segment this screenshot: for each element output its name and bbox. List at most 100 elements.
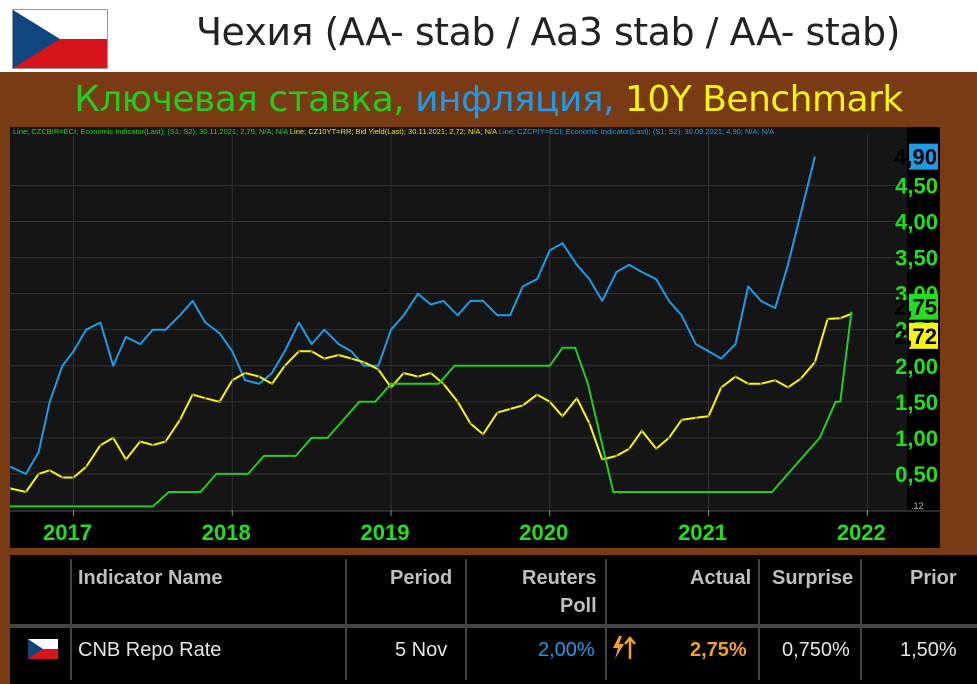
y-tick-label: 0,50 bbox=[895, 462, 938, 487]
data-point-bond bbox=[138, 440, 142, 443]
last-value-tag-bond bbox=[909, 322, 938, 349]
data-point-bond bbox=[694, 416, 698, 419]
x-tick-label: 2018 bbox=[202, 520, 251, 545]
row-actual: 2,75% bbox=[690, 639, 747, 661]
data-point-bond bbox=[191, 393, 194, 396]
series-line-inflation bbox=[9, 156, 816, 475]
legend-bond: Line; CZ10YT=RR; Bid Yield(Last); 30.11.… bbox=[290, 127, 499, 136]
series-line-rate bbox=[10, 311, 853, 508]
x-tick-label: 2022 bbox=[837, 520, 886, 545]
data-point-bond bbox=[456, 400, 459, 404]
subtitle-rate: Ключевая ставка, bbox=[74, 79, 405, 120]
data-point-bond bbox=[258, 375, 261, 378]
data-point-bond bbox=[99, 443, 102, 447]
x-tick-label: 2020 bbox=[519, 520, 568, 545]
y-tick-label: 1,50 bbox=[895, 390, 938, 415]
row-flag-icon bbox=[28, 639, 58, 659]
last-value-label-bond: 2,72 bbox=[894, 324, 937, 349]
data-point-bond bbox=[178, 418, 182, 422]
y-tick-label: 3,50 bbox=[895, 246, 938, 271]
data-point-bond bbox=[323, 357, 326, 360]
data-point-bond bbox=[429, 371, 432, 375]
data-point-bond bbox=[442, 382, 445, 385]
data-point-bond bbox=[362, 360, 366, 364]
data-point-bond bbox=[377, 368, 380, 371]
y-tick-label: 2,00 bbox=[895, 354, 938, 379]
data-point-bond bbox=[310, 350, 313, 353]
data-point-bond bbox=[204, 397, 207, 400]
row-indicator-name: CNB Repo Rate bbox=[78, 639, 222, 661]
data-point-bond bbox=[297, 350, 301, 353]
data-point-bond bbox=[337, 353, 340, 357]
table-divider bbox=[605, 559, 607, 680]
chart-subtitle: Ключевая ставка, инфляция, 10Y Benchmark bbox=[0, 74, 977, 126]
header-actual: Actual bbox=[690, 567, 752, 589]
data-point-bond bbox=[61, 476, 64, 479]
last-value-tag-rate bbox=[909, 293, 938, 320]
data-point-bond bbox=[270, 382, 274, 385]
subtitle-inflation: инфляция, bbox=[404, 79, 615, 120]
table-row-divider bbox=[10, 624, 977, 628]
data-point-bond bbox=[8, 487, 12, 490]
data-point-bond bbox=[680, 418, 683, 422]
row-surprise: 0,750% bbox=[782, 639, 850, 661]
data-point-bond bbox=[548, 400, 551, 404]
data-point-bond bbox=[231, 378, 234, 382]
legend-rate: Line; CZCBIR=ECI; Economic Indicator(Las… bbox=[13, 127, 290, 136]
data-point-bond bbox=[243, 371, 247, 375]
data-point-bond bbox=[720, 386, 723, 389]
row-prior: 1,50% bbox=[900, 639, 957, 661]
data-point-bond bbox=[218, 400, 221, 404]
data-point-bond bbox=[707, 415, 710, 418]
data-point-bond bbox=[654, 447, 658, 450]
data-point-bond bbox=[667, 436, 671, 440]
legend-text: Line; CZCBIR=ECI; Economic Indicator(Las… bbox=[13, 127, 774, 136]
table-divider bbox=[465, 559, 467, 680]
row-poll: 2,00% bbox=[538, 639, 595, 661]
data-point-bond bbox=[164, 440, 167, 443]
data-point-bond bbox=[627, 447, 631, 450]
y-tick-label: 4,50 bbox=[895, 173, 938, 198]
x-tick-label: 2019 bbox=[361, 520, 410, 545]
data-point-bond bbox=[759, 382, 763, 385]
data-point-bond bbox=[350, 357, 353, 360]
data-point-bond bbox=[521, 404, 524, 407]
header-poll: Poll bbox=[560, 595, 597, 617]
data-point-bond bbox=[734, 375, 737, 378]
data-point-bond bbox=[48, 469, 51, 472]
line-chart: Line; CZCBIR=ECI; Economic Indicator(Las… bbox=[8, 127, 940, 548]
data-point-bond bbox=[37, 472, 40, 476]
plot-background bbox=[10, 127, 907, 510]
data-point-bond bbox=[747, 382, 750, 385]
data-point-bond bbox=[72, 476, 75, 479]
page-title: Чехия (AA- stab / Aa3 stab / AA- stab) bbox=[196, 10, 900, 54]
table-divider bbox=[345, 559, 347, 680]
czech-flag-icon bbox=[12, 9, 108, 69]
data-point-bond bbox=[24, 490, 28, 494]
data-point-bond bbox=[151, 443, 155, 447]
axis-corner-label: .12 bbox=[911, 501, 924, 511]
indicator-table: Indicator Name Period Reuters Poll Actua… bbox=[10, 555, 977, 684]
data-point-bond bbox=[124, 458, 128, 461]
data-point-bond bbox=[402, 371, 405, 375]
header-indicator-name: Indicator Name bbox=[78, 567, 223, 589]
data-point-bond bbox=[416, 375, 420, 378]
data-point-bond bbox=[774, 378, 777, 382]
row-period: 5 Nov bbox=[395, 639, 448, 661]
data-point-bond bbox=[508, 407, 512, 411]
legend-inflation: Line; CZCPIY=ECI; Economic Indicator(Las… bbox=[499, 127, 774, 136]
data-point-bond bbox=[535, 393, 539, 396]
data-point-bond bbox=[640, 429, 644, 432]
data-point-bond bbox=[561, 415, 564, 418]
title-bar: Чехия (AA- stab / Aa3 stab / AA- stab) bbox=[0, 0, 977, 72]
data-point-bond bbox=[283, 364, 286, 367]
data-point-bond bbox=[469, 422, 472, 425]
data-point-bond bbox=[481, 433, 485, 436]
data-point-bond bbox=[588, 422, 591, 425]
data-point-bond bbox=[389, 386, 393, 389]
chart-area: Line; CZCBIR=ECI; Economic Indicator(Las… bbox=[8, 127, 940, 548]
data-point-bond bbox=[111, 436, 115, 440]
data-point-bond bbox=[615, 454, 618, 458]
table-divider bbox=[860, 559, 862, 680]
header-reuters: Reuters bbox=[522, 567, 597, 589]
